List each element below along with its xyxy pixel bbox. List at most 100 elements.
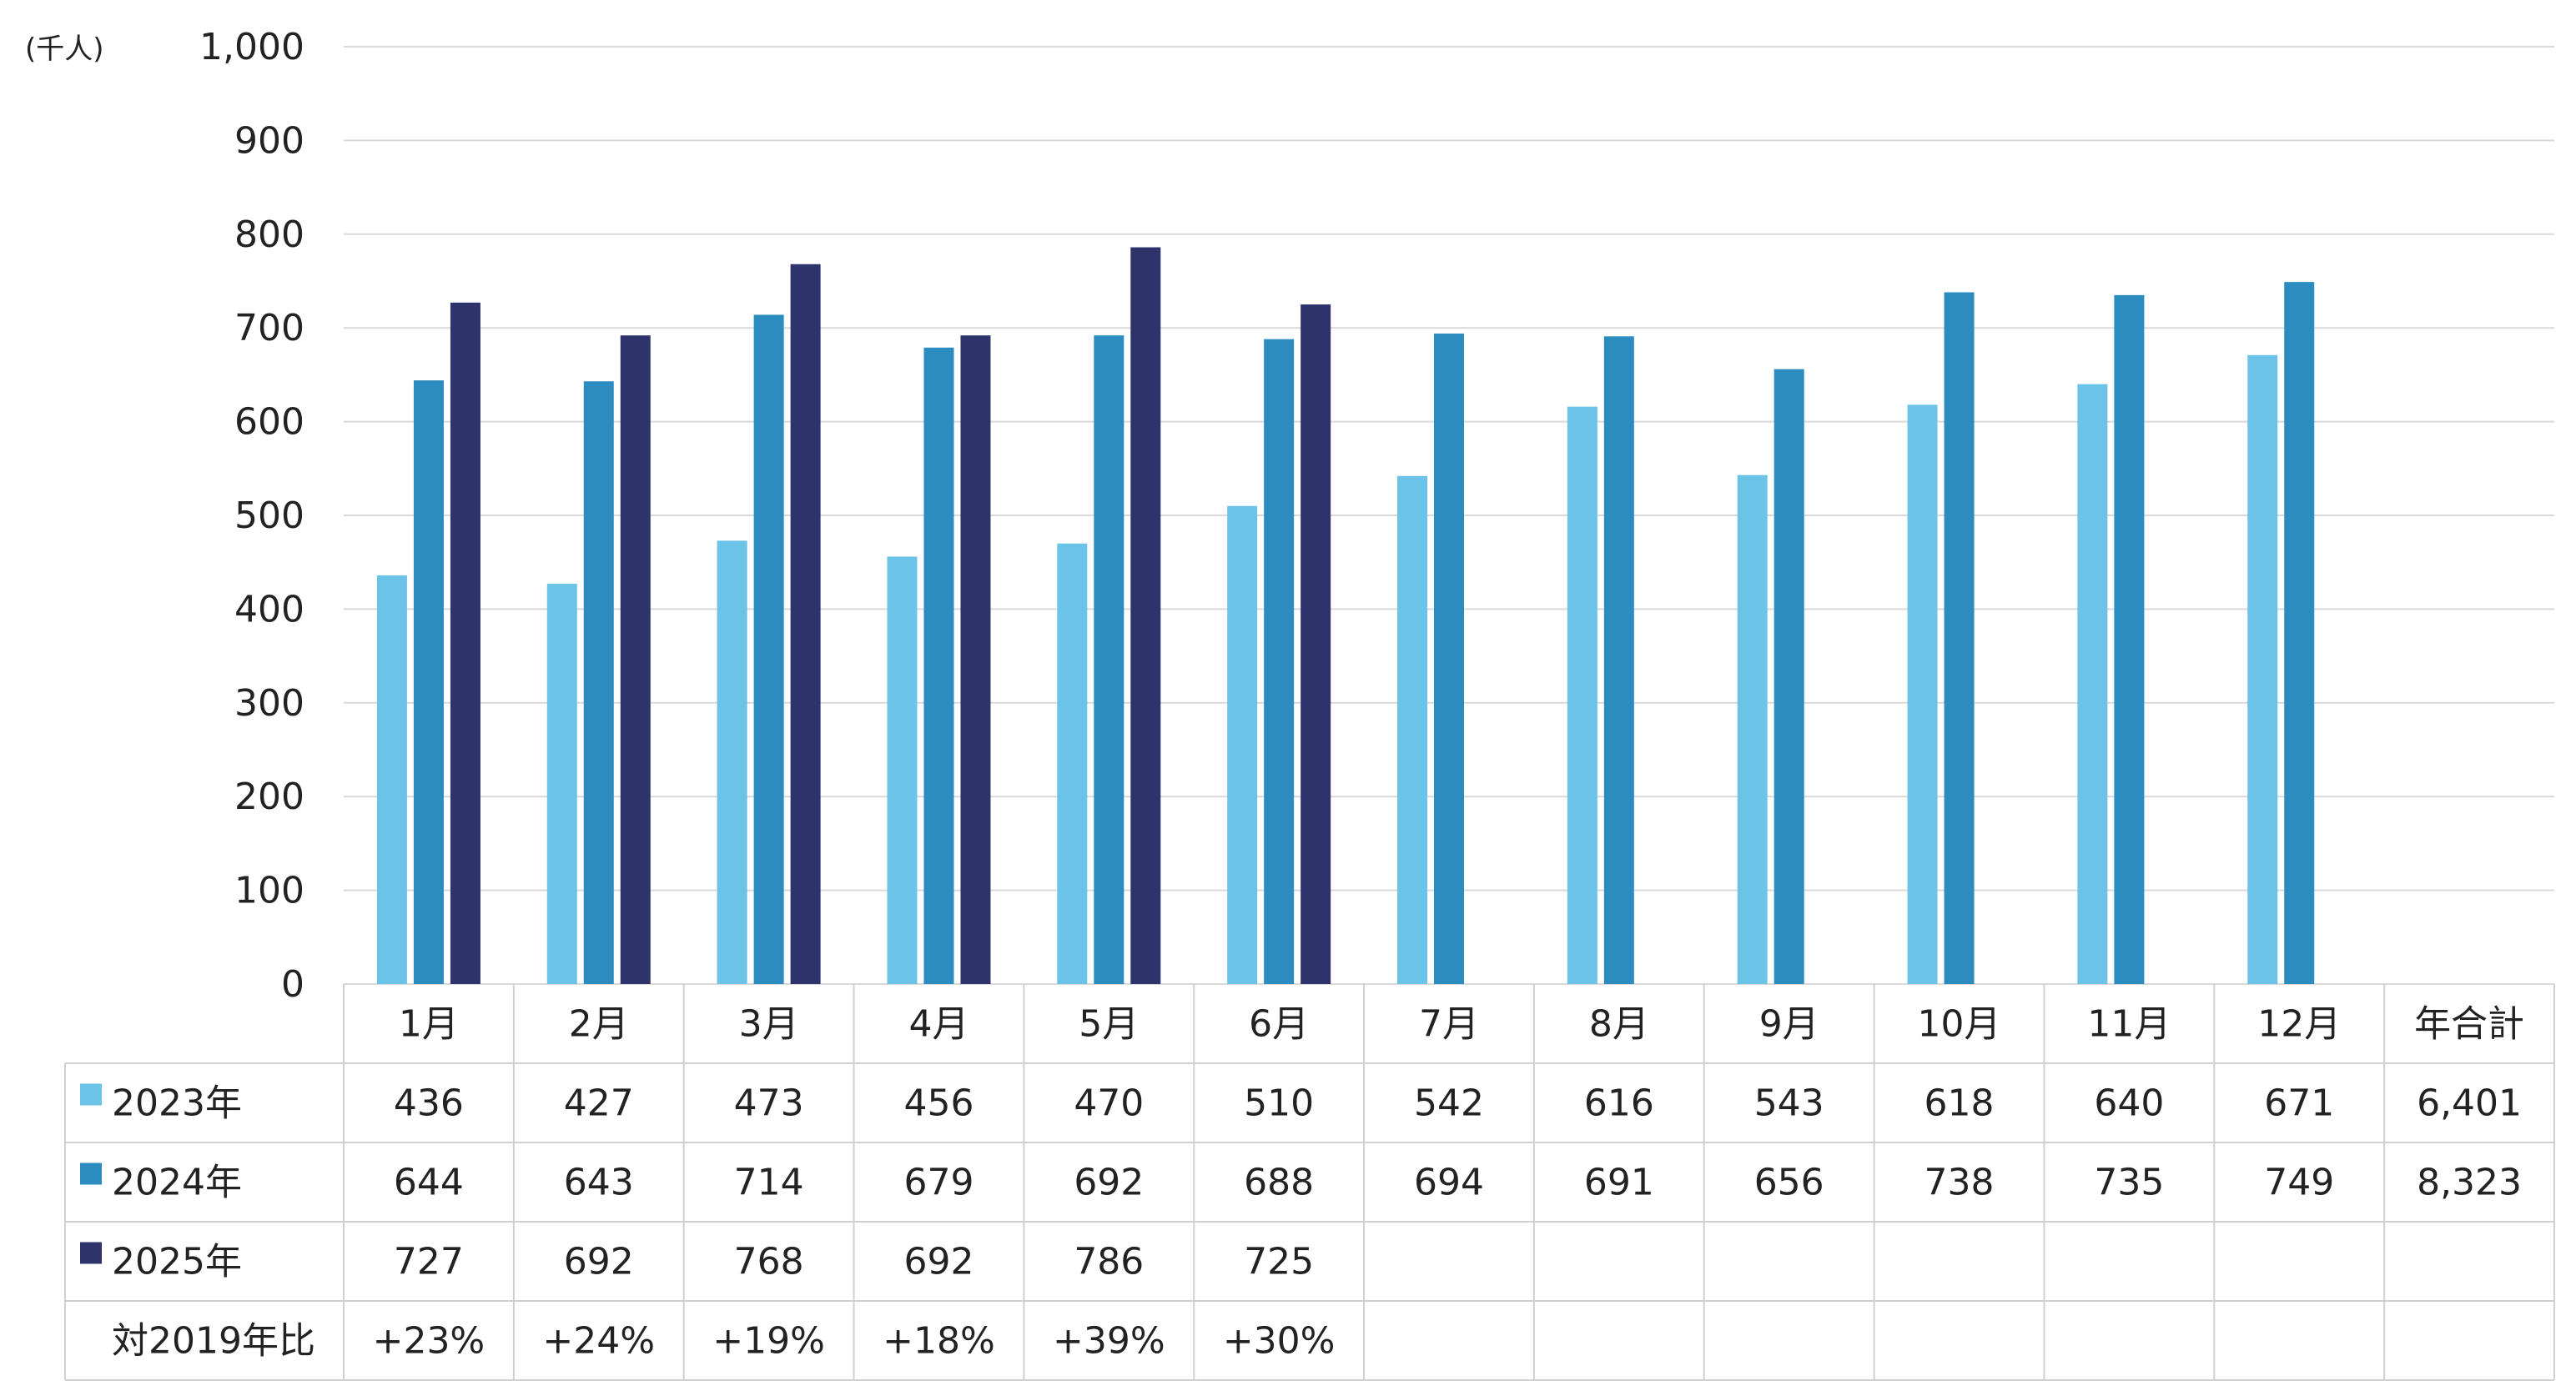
y-tick-label: 600	[234, 401, 304, 444]
data-label: 692	[564, 1241, 634, 1283]
bar-2024年-2月	[583, 381, 614, 984]
bar-2024年-4月	[923, 347, 954, 985]
data-label: 735	[2094, 1162, 2164, 1204]
data-label: 643	[564, 1162, 634, 1204]
legend-swatch-2024年	[80, 1162, 102, 1185]
x-category-label: 10月	[1918, 1003, 2001, 1046]
data-table: 1月 2月 3月 4月 5月 6月 7月 8月 9月 10月 11月 12月 年合計 2023年 436 42…	[64, 984, 2555, 1381]
data-label: 671	[2264, 1082, 2334, 1125]
bar-2023年-1月	[376, 575, 407, 984]
x-category-label: 12月	[2257, 1003, 2341, 1046]
x-category-label: 4月	[908, 1003, 969, 1046]
x-category-label: 2月	[569, 1003, 629, 1046]
x-category-label: 5月	[1079, 1003, 1139, 1046]
bar-2025年-6月	[1301, 304, 1331, 985]
bar-2023年-8月	[1567, 406, 1597, 985]
data-label: 692	[903, 1241, 974, 1283]
y-tick-label: 700	[234, 307, 304, 349]
bar-2023年-2月	[546, 584, 577, 984]
bar-2024年-12月	[2284, 282, 2315, 984]
bar-2025年-1月	[450, 302, 480, 984]
data-label: 768	[734, 1241, 804, 1283]
bar-2024年-10月	[1944, 292, 1975, 984]
bar-2024年-3月	[753, 314, 784, 984]
x-category-label: 9月	[1759, 1003, 1819, 1046]
bar-2023年-5月	[1057, 543, 1088, 984]
bar-2025年-3月	[790, 264, 821, 984]
bar-2023年-6月	[1227, 505, 1258, 984]
ratio-value: +39%	[1053, 1320, 1165, 1363]
data-label: 473	[734, 1082, 804, 1125]
ratio-value: +18%	[883, 1320, 995, 1363]
legend-label: 2025年	[112, 1241, 242, 1283]
legend-swatch-2025年	[80, 1242, 102, 1264]
x-category-label: 8月	[1589, 1003, 1649, 1046]
bar-2023年-12月	[2247, 354, 2278, 984]
bar-2025年-4月	[960, 335, 991, 984]
data-label: 738	[1924, 1162, 1995, 1204]
bar-2024年-6月	[1264, 339, 1295, 984]
data-label: 694	[1414, 1162, 1484, 1204]
y-axis: 0 100 200 300 400 500 600 700 800 900 1,000	[199, 26, 304, 1006]
bar-2024年-11月	[2114, 294, 2145, 984]
ratio-value: +19%	[712, 1320, 825, 1363]
x-category-label: 1月	[399, 1003, 459, 1046]
y-tick-label: 800	[234, 213, 304, 256]
data-label: 427	[564, 1082, 634, 1125]
y-tick-label: 100	[234, 870, 304, 912]
y-tick-label: 900	[234, 119, 304, 162]
data-label: 456	[903, 1082, 974, 1125]
ratio-value: +23%	[373, 1320, 486, 1363]
data-label: 644	[394, 1162, 464, 1204]
bar-2024年-1月	[413, 380, 444, 984]
data-label: 542	[1414, 1082, 1484, 1125]
ratio-value: +30%	[1223, 1320, 1336, 1363]
data-label: 616	[1584, 1082, 1654, 1125]
data-label: 692	[1074, 1162, 1144, 1204]
bar-2023年-7月	[1397, 475, 1427, 984]
y-tick-label: 300	[234, 682, 304, 725]
bar-2024年-8月	[1603, 336, 1634, 984]
bar-2024年-5月	[1094, 335, 1124, 984]
y-tick-label: 1,000	[199, 26, 304, 68]
y-axis-unit-label: (千人)	[25, 33, 104, 66]
bar-2023年-4月	[887, 556, 918, 984]
total-header: 年合計	[2414, 1003, 2524, 1046]
data-label: 656	[1754, 1162, 1824, 1204]
data-label: 691	[1584, 1162, 1654, 1204]
x-category-label: 3月	[739, 1003, 799, 1046]
x-category-label: 6月	[1249, 1003, 1309, 1046]
data-label: 725	[1244, 1241, 1314, 1283]
legend-label: 2024年	[112, 1162, 242, 1204]
data-label: 470	[1074, 1082, 1144, 1125]
ratio-row-label: 対2019年比	[112, 1320, 315, 1363]
data-label: 786	[1074, 1241, 1144, 1283]
data-label: 436	[394, 1082, 464, 1125]
y-tick-label: 200	[234, 776, 304, 818]
y-tick-label: 400	[234, 588, 304, 630]
bar-2023年-10月	[1907, 404, 1938, 984]
y-tick-label: 500	[234, 495, 304, 537]
bars	[376, 247, 2315, 985]
data-label: 727	[394, 1241, 464, 1283]
bar-2023年-9月	[1737, 475, 1768, 984]
bar-2023年-11月	[2077, 384, 2108, 984]
bar-2023年-3月	[717, 540, 747, 984]
series-total: 6,401	[2417, 1082, 2522, 1125]
series-total: 8,323	[2417, 1162, 2522, 1204]
x-category-label: 7月	[1419, 1003, 1479, 1046]
ratio-value: +24%	[542, 1320, 655, 1363]
legend-swatch-2023年	[80, 1083, 102, 1106]
legend-label: 2023年	[112, 1082, 242, 1125]
data-label: 679	[903, 1162, 974, 1204]
data-label: 510	[1244, 1082, 1314, 1125]
data-label: 714	[734, 1162, 804, 1204]
data-label: 688	[1244, 1162, 1314, 1204]
bar-2024年-7月	[1434, 333, 1464, 985]
bar-2024年-9月	[1774, 369, 1804, 984]
bar-2025年-5月	[1130, 247, 1161, 984]
data-label: 618	[1924, 1082, 1995, 1125]
data-label: 749	[2264, 1162, 2334, 1204]
y-tick-label: 0	[281, 963, 304, 1006]
